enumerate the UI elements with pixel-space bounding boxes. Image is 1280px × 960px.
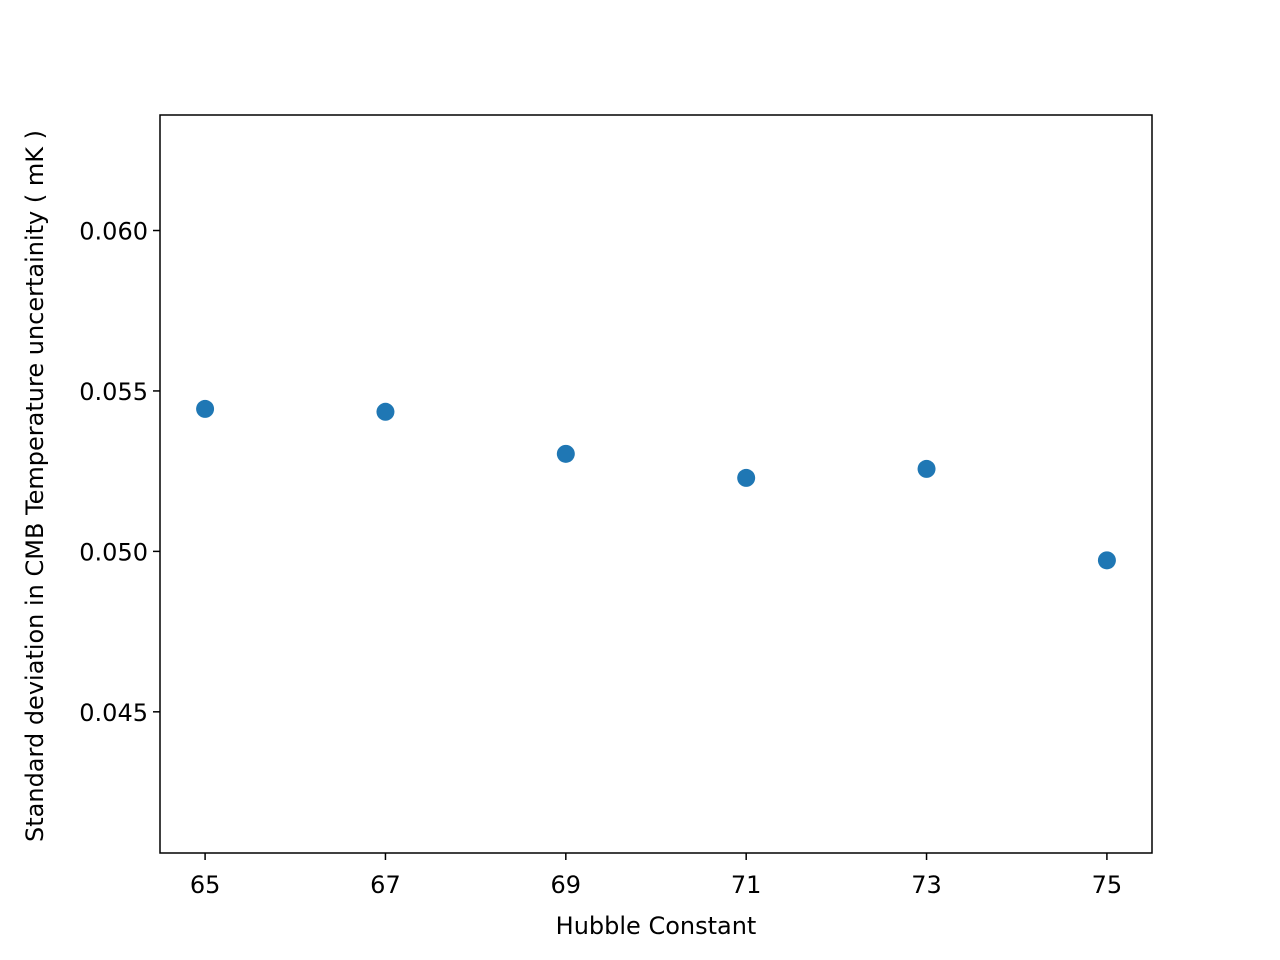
point <box>196 399 215 418</box>
y-axis-label: Standard deviation in CMB Temperature un… <box>21 130 49 842</box>
point <box>376 402 395 421</box>
x-tick-label: 71 <box>731 871 762 899</box>
plot-frame <box>159 114 1153 854</box>
x-tick-label: 73 <box>911 871 942 899</box>
point <box>737 468 756 487</box>
y-tick-label: 0.050 <box>79 538 148 566</box>
point <box>556 444 575 463</box>
x-tick-label: 67 <box>370 871 401 899</box>
y-tick-label: 0.060 <box>79 218 148 246</box>
point <box>917 459 936 478</box>
point <box>1097 551 1116 570</box>
x-axis-label: Hubble Constant <box>556 912 757 940</box>
y-tick-label: 0.045 <box>79 699 148 727</box>
x-tick-label: 75 <box>1092 871 1123 899</box>
y-tick-label: 0.055 <box>79 378 148 406</box>
x-tick-label: 65 <box>190 871 221 899</box>
x-tick-label: 69 <box>551 871 582 899</box>
